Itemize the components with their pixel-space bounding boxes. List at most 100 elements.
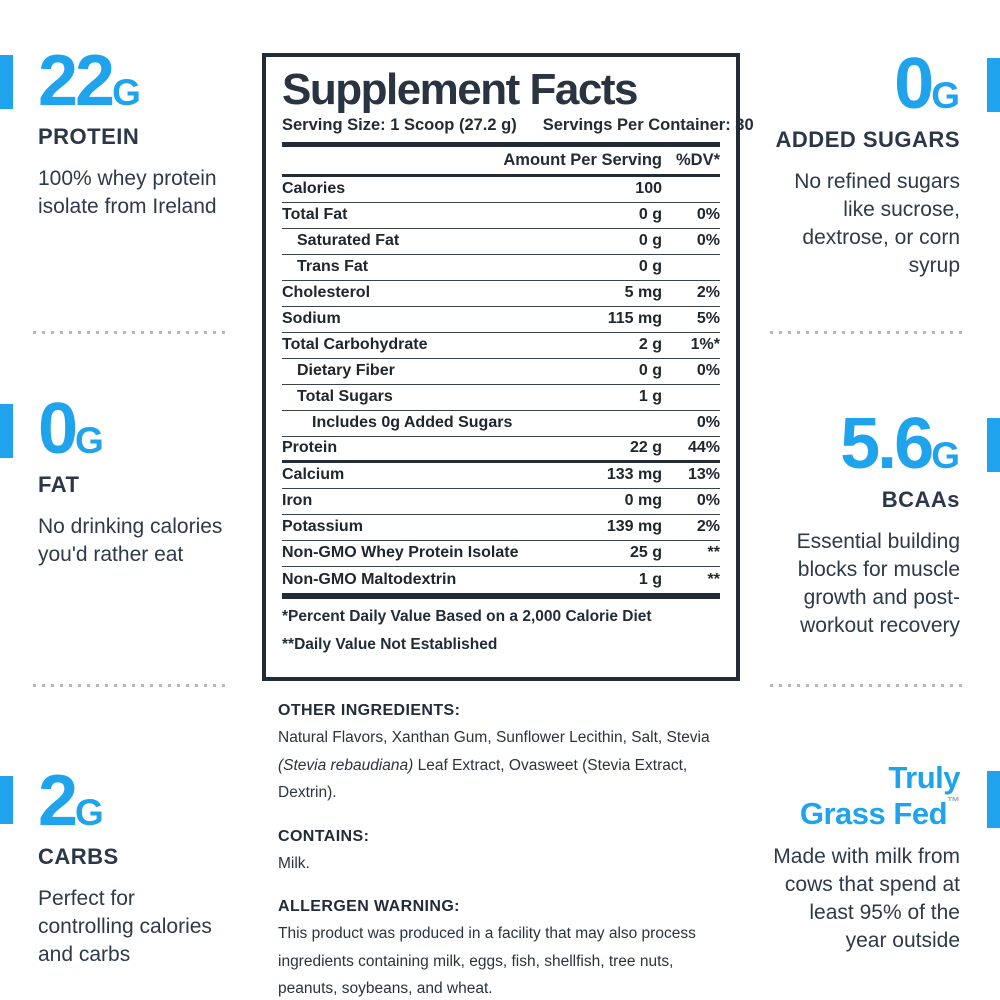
- table-row: Protein 22 g 44%: [282, 437, 720, 463]
- footnotes: *Percent Daily Value Based on a 2,000 Ca…: [282, 608, 720, 654]
- bcaa-grams: 5.6G: [840, 404, 960, 484]
- nutrient-amount: 1 g: [638, 570, 662, 588]
- accent-bar: [987, 58, 1000, 112]
- table-row: Potassium 139 mg 2%: [282, 515, 720, 541]
- nutrient-name: Cholesterol: [282, 284, 371, 302]
- nutrient-name: Calcium: [282, 466, 345, 484]
- separator-medium: [282, 174, 720, 177]
- dv-column-header: %DV*: [675, 151, 720, 170]
- nutrient-amount: 2 g: [638, 336, 662, 354]
- divider: [770, 684, 965, 687]
- nutrient-dv: 1%*: [690, 336, 720, 354]
- table-row: Calories 100: [282, 177, 720, 203]
- trademark-symbol: ™: [947, 794, 960, 810]
- nutrient-dv: 0%: [696, 232, 720, 250]
- callout-label: BCAAs: [881, 487, 960, 513]
- callout-description: Made with milk from cows that spend at l…: [773, 845, 960, 952]
- section-body: Natural Flavors, Xanthan Gum, Sunflower …: [278, 729, 710, 802]
- nutrient-amount: 5 mg: [624, 284, 662, 302]
- nutrient-dv: 0%: [696, 206, 720, 224]
- amount-column-header: Amount Per Serving: [503, 151, 662, 170]
- nutrient-dv: 2%: [696, 284, 720, 302]
- divider: [770, 331, 965, 334]
- table-row: Includes 0g Added Sugars 0%: [282, 411, 720, 437]
- serving-size: Serving Size: 1 Scoop (27.2 g): [282, 116, 517, 135]
- nutrient-dv: 44%: [687, 439, 720, 457]
- callout-carbs: 2G CARBS Perfect for controlling calorie…: [38, 765, 233, 969]
- callout-added-sugars: 0G ADDED SUGARS No refined sugars like s…: [765, 44, 960, 280]
- callout-label: ADDED SUGARS: [775, 127, 960, 153]
- nutrition-table: Calories 100 Total Fat 0 g 0% Saturated …: [282, 177, 720, 593]
- nutrient-amount: 0 g: [638, 258, 662, 276]
- section-heading: ALLERGEN WARNING:: [278, 898, 460, 916]
- nutrient-amount: 0 g: [638, 206, 662, 224]
- accent-bar: [987, 771, 1000, 828]
- supplement-facts-panel: Supplement Facts Serving Size: 1 Scoop (…: [262, 53, 754, 681]
- nutrient-name: Saturated Fat: [297, 232, 400, 250]
- nutrient-name: Trans Fat: [297, 258, 369, 276]
- callout-label: PROTEIN: [38, 124, 140, 150]
- nutrient-amount: 25 g: [629, 544, 662, 562]
- fat-grams: 0G: [38, 389, 104, 469]
- nutrient-amount: 0 g: [638, 362, 662, 380]
- accent-bar: [0, 55, 13, 109]
- callout-description: Essential building blocks for muscle gro…: [796, 530, 960, 637]
- nutrient-dv: 0%: [696, 362, 720, 380]
- nutrient-name: Dietary Fiber: [297, 362, 395, 380]
- accent-bar: [0, 404, 13, 458]
- botanical-name: (Stevia rebaudiana): [278, 756, 414, 774]
- table-row: Total Carbohydrate 2 g 1%*: [282, 333, 720, 359]
- section-body: This product was produced in a facility …: [278, 925, 696, 998]
- footnote-dv: *Percent Daily Value Based on a 2,000 Ca…: [282, 607, 652, 625]
- nutrient-dv: **: [707, 544, 720, 562]
- nutrient-amount: 133 mg: [606, 466, 662, 484]
- table-row: Dietary Fiber 0 g 0%: [282, 359, 720, 385]
- table-row: Non-GMO Maltodextrin 1 g **: [282, 567, 720, 593]
- nutrient-dv: 13%: [687, 466, 720, 484]
- separator-thick: [282, 142, 720, 148]
- section-body: Milk.: [278, 854, 310, 872]
- table-row: Total Sugars 1 g: [282, 385, 720, 411]
- nutrient-amount: 139 mg: [606, 518, 662, 536]
- table-row: Saturated Fat 0 g 0%: [282, 229, 720, 255]
- nutrient-amount: 22 g: [629, 439, 662, 457]
- table-row: Sodium 115 mg 5%: [282, 307, 720, 333]
- nutrient-name: Potassium: [282, 518, 363, 536]
- callout-fat: 0G FAT No drinking calories you'd rather…: [38, 389, 233, 569]
- accent-bar: [987, 418, 1000, 472]
- table-row: Calcium 133 mg 13%: [282, 463, 720, 489]
- nutrient-name: Calories: [282, 180, 346, 198]
- added-sugars-grams: 0G: [894, 44, 960, 124]
- nutrient-dv: **: [707, 570, 720, 588]
- panel-title: Supplement Facts: [282, 65, 638, 114]
- divider: [33, 331, 228, 334]
- callout-description: 100% whey protein isolate from Ireland: [38, 167, 217, 218]
- nutrient-name: Total Carbohydrate: [282, 336, 428, 354]
- nutrient-name: Includes 0g Added Sugars: [312, 414, 513, 432]
- table-row: Non-GMO Whey Protein Isolate 25 g **: [282, 541, 720, 567]
- nutrient-name: Protein: [282, 439, 338, 457]
- separator-heavy: [282, 592, 720, 599]
- callout-label: FAT: [38, 472, 80, 498]
- table-row: Cholesterol 5 mg 2%: [282, 281, 720, 307]
- nutrient-amount: 0 g: [638, 232, 662, 250]
- nutrient-dv: 0%: [696, 414, 720, 432]
- nutrient-name: Iron: [282, 492, 313, 510]
- callout-bcaas: 5.6G BCAAs Essential building blocks for…: [765, 404, 960, 640]
- nutrient-name: Sodium: [282, 310, 341, 328]
- accent-bar: [0, 776, 13, 824]
- nutrient-dv: 2%: [696, 518, 720, 536]
- serving-info: Serving Size: 1 Scoop (27.2 g) Servings …: [282, 116, 754, 135]
- contains-section: CONTAINS: Milk.: [278, 828, 736, 878]
- nutrient-amount: 0 mg: [624, 492, 662, 510]
- other-ingredients-section: OTHER INGREDIENTS: Natural Flavors, Xant…: [278, 702, 736, 807]
- section-heading: CONTAINS:: [278, 827, 370, 845]
- servings-per-container: Servings Per Container: 30: [542, 116, 754, 135]
- callout-protein: 22G PROTEIN 100% whey protein isolate fr…: [38, 41, 233, 221]
- footnote-not-established: **Daily Value Not Established: [282, 635, 498, 653]
- nutrient-dv: 5%: [696, 310, 720, 328]
- protein-grams: 22G: [38, 41, 141, 121]
- callout-description: No refined sugars like sucrose, dextrose…: [794, 170, 960, 277]
- table-row: Iron 0 mg 0%: [282, 489, 720, 515]
- nutrient-name: Non-GMO Maltodextrin: [282, 570, 457, 588]
